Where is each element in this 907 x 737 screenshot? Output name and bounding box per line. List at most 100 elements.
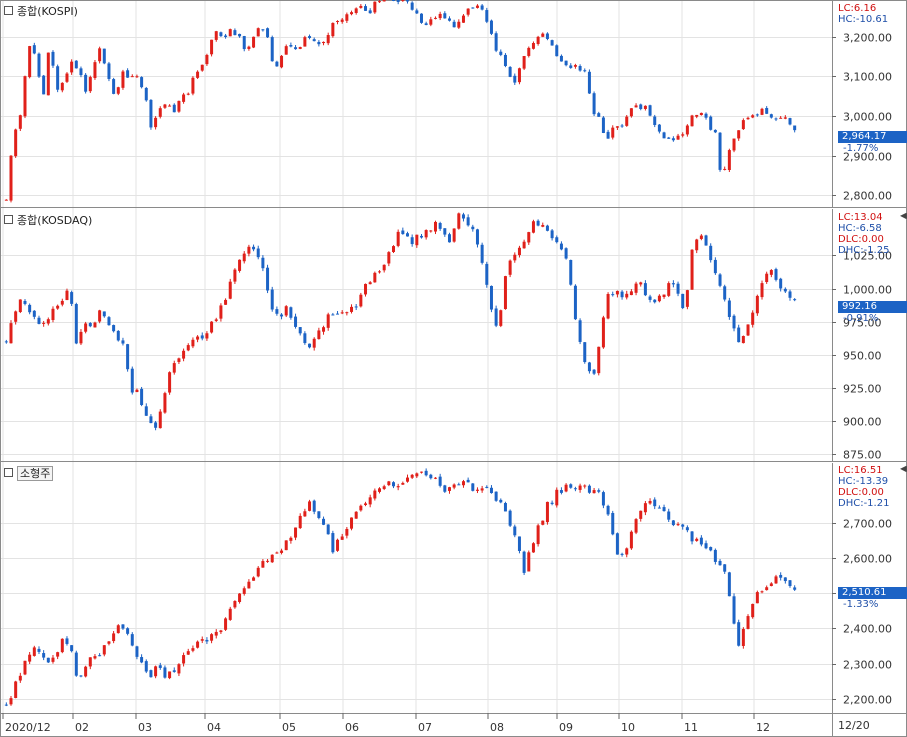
candle [550, 229, 554, 241]
candle [569, 483, 573, 489]
candle [98, 653, 102, 657]
x-tick-label: 02 [75, 721, 89, 734]
y-tick-label: 1,000.00 [843, 284, 892, 297]
panel-square-icon[interactable] [4, 215, 13, 224]
panel-close-icon[interactable]: ◀▶ [900, 211, 907, 220]
kospi-last-change: -1.77% [843, 143, 879, 154]
candle [615, 126, 619, 131]
candle [667, 281, 671, 298]
x-tick-label: 08 [490, 721, 504, 734]
candle [485, 7, 489, 24]
candle [695, 114, 699, 119]
candle [727, 148, 731, 173]
candle [93, 321, 97, 328]
candle [755, 590, 759, 604]
candle [419, 234, 423, 239]
candle [51, 50, 55, 68]
candle [774, 267, 778, 282]
candle [625, 290, 629, 300]
candle [788, 117, 792, 126]
smallcap-lc: LC:16.51 [838, 465, 883, 476]
candle [294, 313, 298, 329]
candle [690, 114, 694, 127]
candle [261, 255, 265, 272]
candle [107, 61, 111, 82]
candle [653, 497, 657, 510]
candle [760, 590, 764, 594]
candle [144, 86, 148, 102]
candle [266, 558, 270, 563]
candle [364, 283, 368, 297]
candle [79, 66, 83, 78]
candle [233, 268, 237, 284]
candle [28, 45, 32, 79]
candle [480, 485, 484, 493]
candle [769, 582, 773, 587]
candle [354, 511, 358, 519]
candle [643, 280, 647, 297]
candle [648, 498, 652, 505]
candle [336, 311, 340, 315]
candle [382, 0, 386, 2]
candle [415, 234, 419, 248]
candle [793, 125, 797, 133]
candle [443, 228, 447, 237]
candle [401, 0, 405, 2]
candle [242, 251, 246, 264]
candle [517, 67, 521, 85]
candle [410, 1, 414, 11]
panel-close-icon[interactable]: ◀▶ [900, 464, 907, 473]
candle [741, 118, 745, 131]
candle [317, 511, 321, 520]
candle [378, 0, 382, 3]
candle [685, 289, 689, 310]
candle [46, 317, 50, 326]
kospi-info: LC:6.16 HC:-10.61 [838, 3, 888, 25]
candle [578, 483, 582, 493]
candle [70, 59, 74, 75]
candle [662, 294, 666, 299]
candle [727, 571, 731, 597]
candle [14, 310, 18, 325]
candle [247, 579, 251, 589]
candle [587, 69, 591, 94]
candle [447, 232, 451, 243]
candle [326, 312, 330, 331]
candle [639, 281, 643, 287]
candle [559, 241, 563, 251]
candle [149, 669, 153, 678]
candle [308, 343, 312, 349]
candle [671, 520, 675, 527]
candle [779, 115, 783, 119]
candle [583, 68, 587, 73]
candle [126, 68, 130, 78]
candle [597, 111, 601, 117]
y-tick-label: 2,900.00 [843, 151, 892, 164]
candle [499, 49, 503, 57]
candle [65, 72, 69, 83]
candle [172, 667, 176, 673]
kosdaq-dhc: DHC:-1.25 [838, 245, 890, 256]
candle [676, 281, 680, 297]
candle [765, 106, 769, 115]
candle [42, 74, 46, 95]
candle [774, 574, 778, 584]
candle [671, 136, 675, 142]
y-tick-label: 2,400.00 [843, 623, 892, 636]
x-tick-label: 12 [756, 721, 770, 734]
panel-square-icon[interactable] [4, 468, 13, 477]
kosdaq-panel-title: 종합(KOSDAQ) [4, 212, 92, 228]
candle [573, 63, 577, 69]
candle [354, 7, 358, 15]
candle [252, 576, 256, 581]
candle [499, 498, 503, 504]
candle [392, 245, 396, 254]
panel-square-icon[interactable] [4, 6, 13, 15]
candle [685, 525, 689, 533]
candle [527, 46, 531, 58]
candle [746, 614, 750, 630]
candle [765, 271, 769, 284]
kosdaq-lc: LC:13.04 [838, 212, 883, 223]
candle [606, 504, 610, 516]
candle [345, 12, 349, 23]
